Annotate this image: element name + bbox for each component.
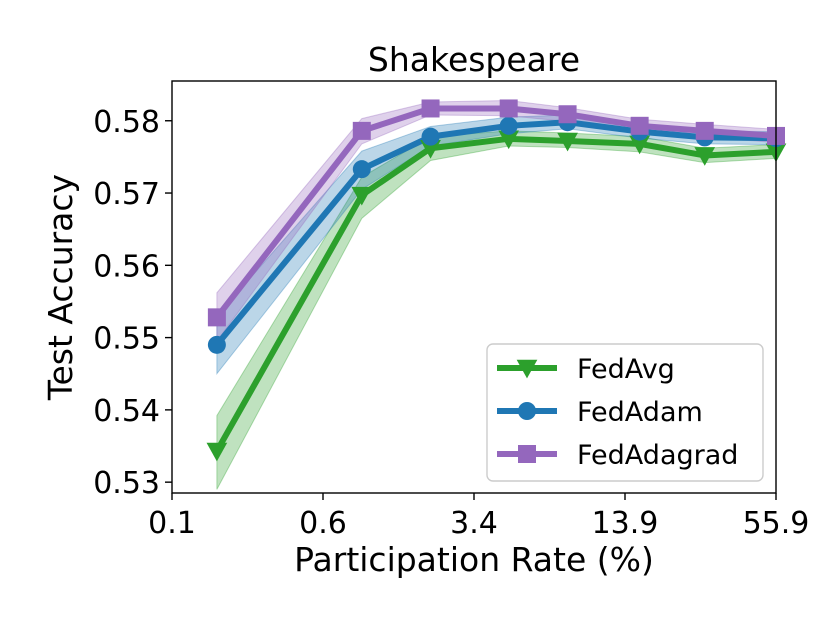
- fedadagrad-point: [352, 121, 371, 140]
- x-axis: 0.1 0.6 3.4 13.9 55.9: [148, 493, 809, 541]
- fedavg-point: [498, 130, 520, 150]
- fedadam-line: [214, 119, 777, 347]
- fedavg-point: [557, 132, 578, 152]
- fedadagrad-point: [630, 116, 649, 135]
- fedavg-point: [206, 442, 228, 462]
- fedadagrad-point: [695, 121, 714, 140]
- x-tick-label: 55.9: [743, 506, 810, 541]
- fedavg-point: [351, 186, 373, 206]
- fedadam-point: [421, 127, 440, 146]
- legend-label-fedavg: FedAvg: [577, 354, 675, 385]
- fedavg-point: [694, 147, 716, 166]
- y-tick-label: 0.55: [93, 322, 160, 357]
- x-tick-label: 13.9: [592, 506, 659, 541]
- fedavg-point: [629, 135, 650, 155]
- y-tick-label: 0.58: [93, 105, 160, 140]
- fedadagrad-point: [558, 105, 577, 124]
- series-lines: [214, 105, 777, 453]
- fedadam-point: [352, 160, 371, 179]
- y-axis: 0.53 0.54 0.55 0.56 0.57 0.58: [93, 105, 172, 501]
- x-axis-label: Participation Rate (%): [294, 540, 654, 579]
- y-tick-label: 0.57: [93, 177, 160, 212]
- fedavg-point: [420, 139, 441, 159]
- fedadam-point: [207, 335, 226, 354]
- legend-label-fedadagrad: FedAdagrad: [577, 440, 738, 471]
- fedadagrad-line: [214, 105, 777, 320]
- fedadagrad-point: [207, 308, 226, 327]
- y-axis-label: Test Accuracy: [41, 174, 80, 401]
- chart-title: Shakespeare: [368, 40, 580, 79]
- legend-label-fedadam: FedAdam: [577, 397, 703, 428]
- y-tick-label: 0.54: [93, 394, 160, 429]
- legend-marker-fedavg: [516, 359, 538, 379]
- y-tick-label: 0.56: [93, 249, 160, 284]
- y-tick-label: 0.53: [93, 466, 160, 501]
- legend: FedAvg FedAdam FedAdagrad: [486, 343, 764, 482]
- fedadagrad-point: [499, 99, 518, 118]
- legend-box: [486, 343, 764, 482]
- x-tick-label: 3.4: [450, 506, 498, 541]
- fedadam-point: [499, 116, 518, 135]
- x-tick-label: 0.1: [148, 506, 196, 541]
- fedadagrad-point: [421, 99, 440, 118]
- legend-marker-fedadam: [518, 402, 536, 420]
- fedavg-line: [214, 135, 777, 453]
- legend-marker-fedadagrad: [518, 445, 536, 463]
- x-tick-label: 0.6: [299, 506, 347, 541]
